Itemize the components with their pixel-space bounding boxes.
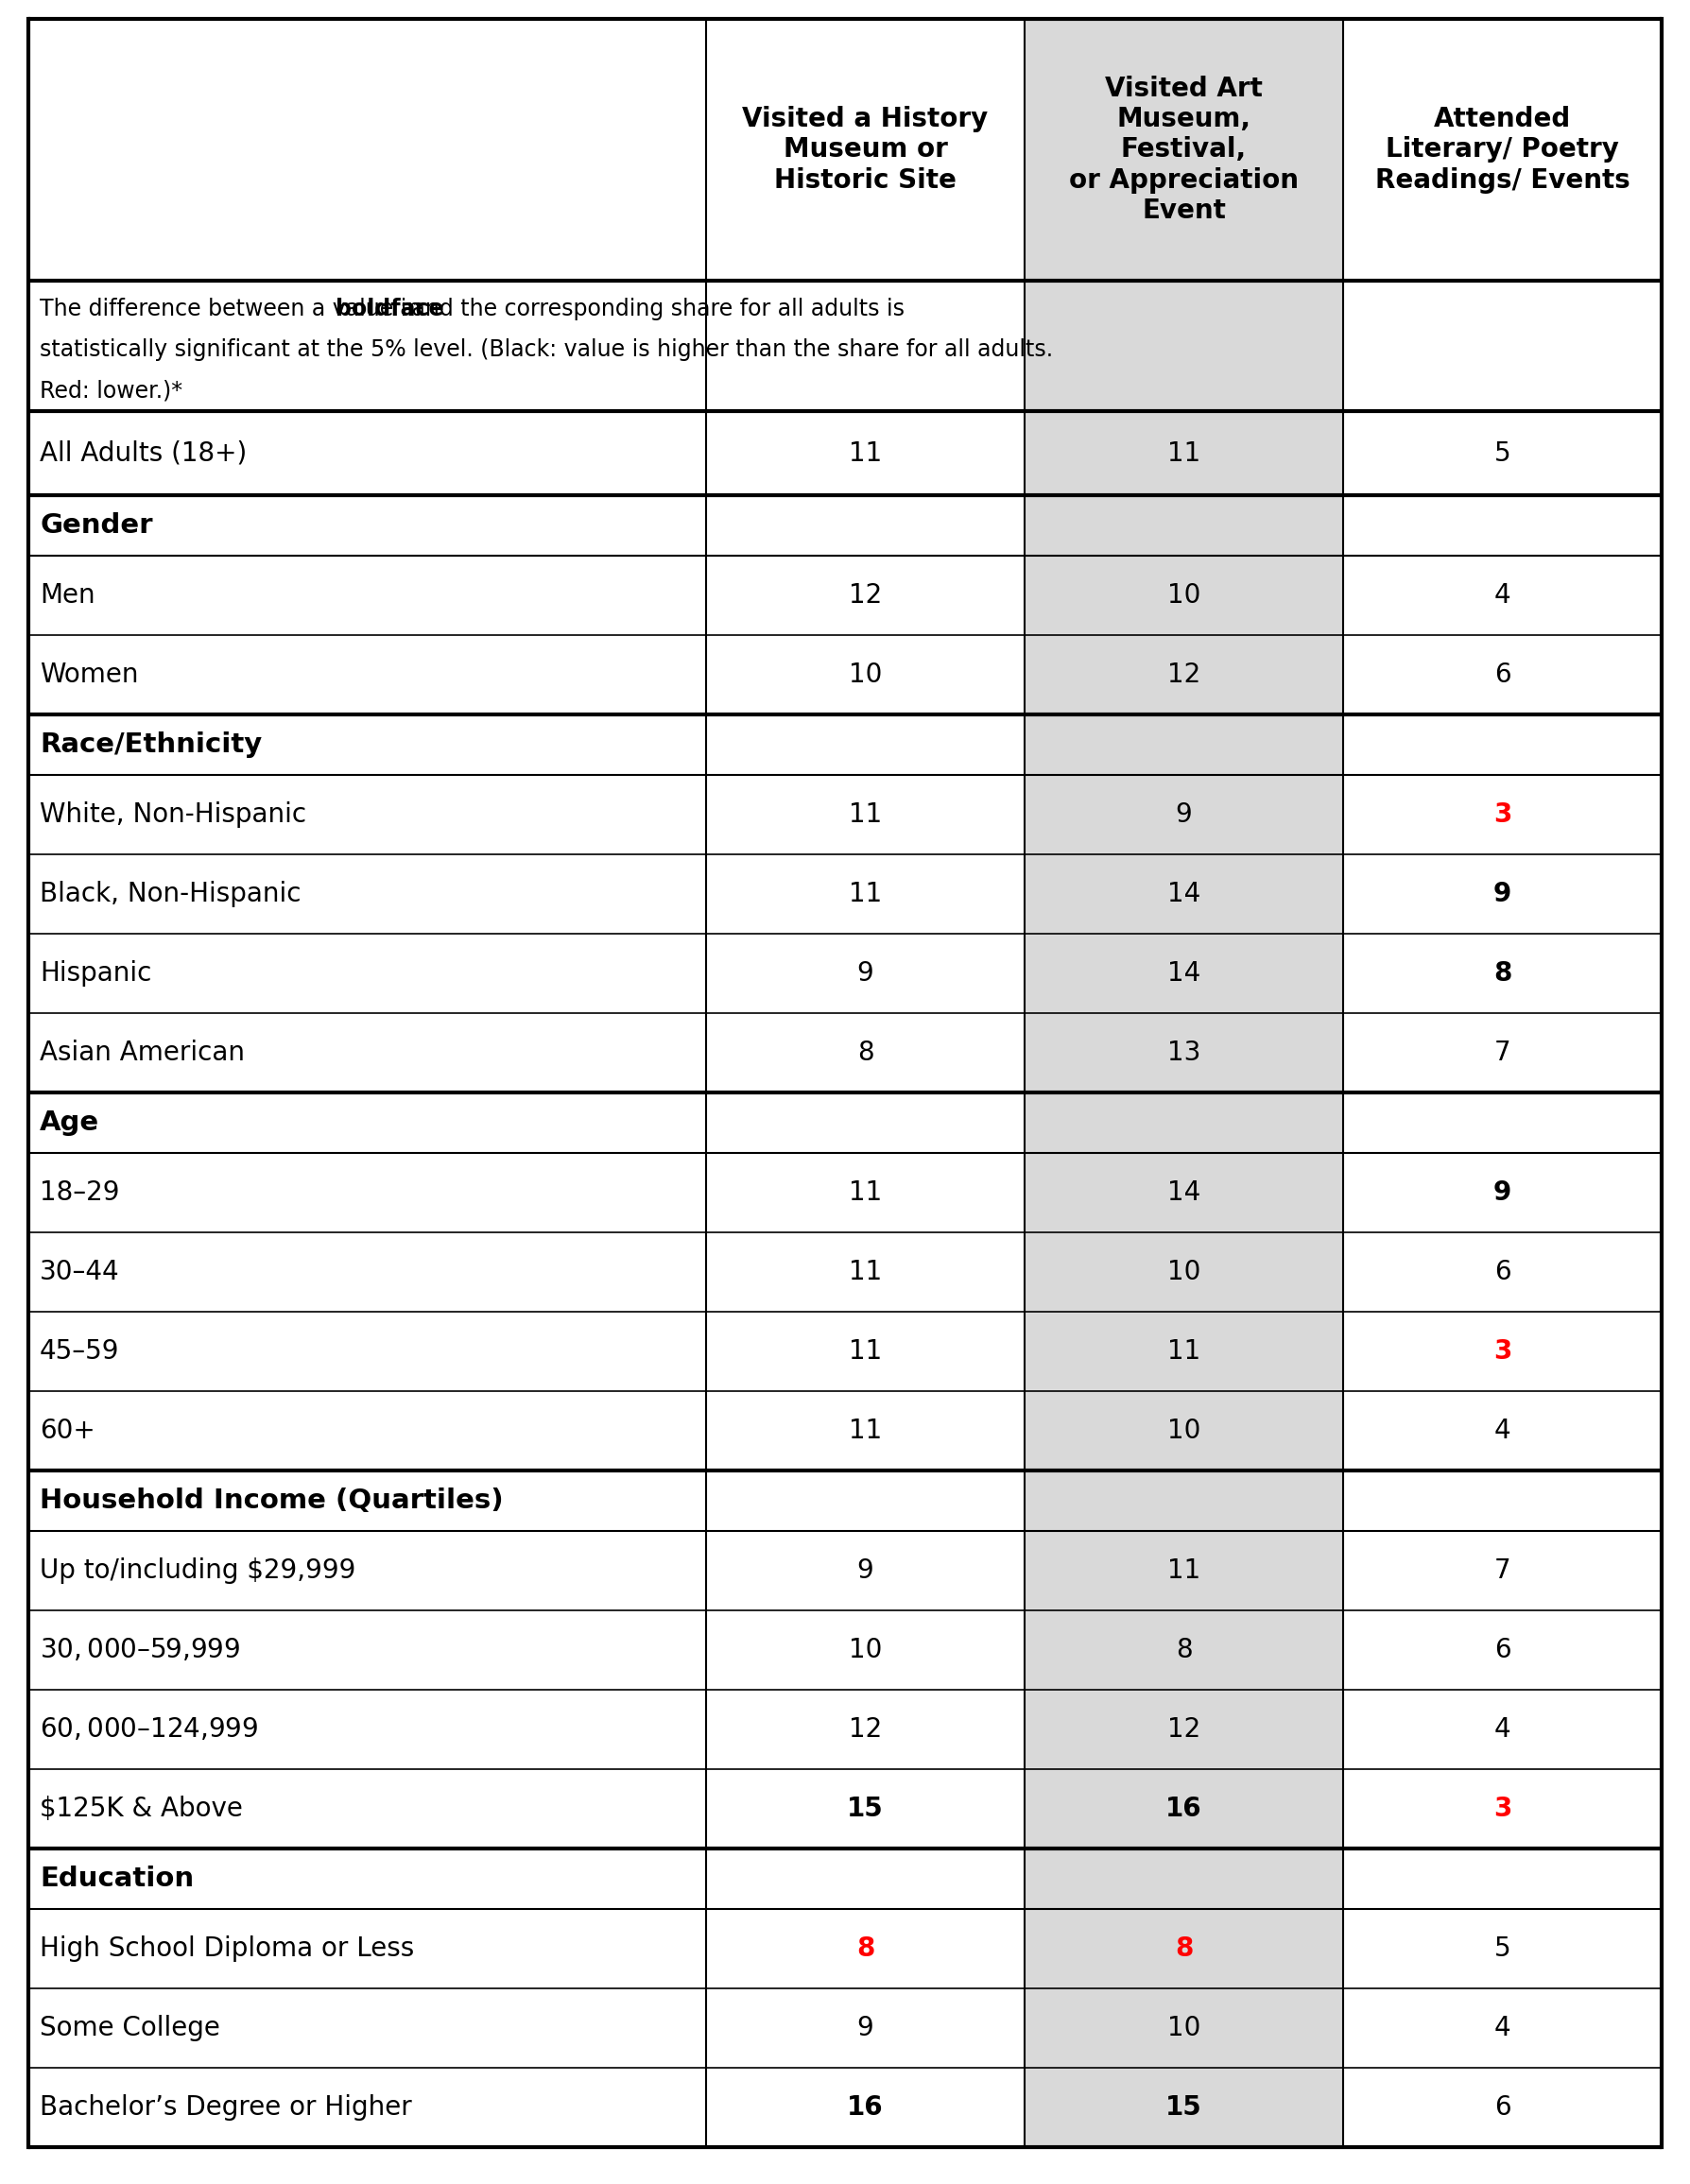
Text: 6: 6 bbox=[1494, 662, 1511, 688]
Text: All Adults (18+): All Adults (18+) bbox=[39, 439, 247, 467]
Text: Visited Art
Museum,
Festival,
or Appreciation
Event: Visited Art Museum, Festival, or Appreci… bbox=[1070, 74, 1298, 225]
Text: Attended
Literary/ Poetry
Readings/ Events: Attended Literary/ Poetry Readings/ Even… bbox=[1376, 107, 1629, 194]
Text: 7: 7 bbox=[1494, 1040, 1511, 1066]
Text: 4: 4 bbox=[1494, 583, 1511, 609]
Text: 10: 10 bbox=[1168, 583, 1200, 609]
Text: 3: 3 bbox=[1494, 1339, 1511, 1365]
Text: $60,000–$124,999: $60,000–$124,999 bbox=[39, 1717, 259, 1743]
Text: 11: 11 bbox=[848, 802, 882, 828]
Text: 15: 15 bbox=[847, 1795, 884, 1821]
Text: Black, Non-Hispanic: Black, Non-Hispanic bbox=[39, 880, 301, 906]
Text: 9: 9 bbox=[1176, 802, 1193, 828]
Text: 11: 11 bbox=[1168, 1339, 1200, 1365]
Text: Age: Age bbox=[39, 1109, 100, 1136]
Text: High School Diploma or Less: High School Diploma or Less bbox=[39, 1935, 414, 1961]
Bar bbox=[1024, 20, 1344, 2147]
Text: Bachelor’s Degree or Higher: Bachelor’s Degree or Higher bbox=[39, 2094, 412, 2121]
Text: 8: 8 bbox=[1175, 1935, 1193, 1961]
Text: Men: Men bbox=[39, 583, 95, 609]
Text: boldface: boldface bbox=[335, 297, 443, 321]
Text: 14: 14 bbox=[1168, 961, 1200, 987]
Text: 30–44: 30–44 bbox=[39, 1258, 120, 1284]
Text: 10: 10 bbox=[848, 662, 882, 688]
Text: 11: 11 bbox=[1168, 1557, 1200, 1583]
Text: and the corresponding share for all adults is: and the corresponding share for all adul… bbox=[406, 297, 904, 321]
Text: The difference between a value in: The difference between a value in bbox=[39, 297, 428, 321]
Text: 7: 7 bbox=[1494, 1557, 1511, 1583]
Text: 45–59: 45–59 bbox=[39, 1339, 120, 1365]
Text: 5: 5 bbox=[1494, 1935, 1511, 1961]
Text: 9: 9 bbox=[857, 1557, 874, 1583]
Text: 11: 11 bbox=[848, 1339, 882, 1365]
Text: 10: 10 bbox=[848, 1636, 882, 1664]
Text: Some College: Some College bbox=[39, 2016, 220, 2042]
Text: statistically significant at the 5% level. (Black: value is higher than the shar: statistically significant at the 5% leve… bbox=[39, 339, 1053, 360]
Text: 4: 4 bbox=[1494, 2016, 1511, 2042]
Text: Red: lower.)*: Red: lower.)* bbox=[39, 380, 183, 402]
Text: 4: 4 bbox=[1494, 1417, 1511, 1444]
Text: 8: 8 bbox=[1494, 961, 1511, 987]
Text: 12: 12 bbox=[848, 1717, 882, 1743]
Text: 12: 12 bbox=[1168, 1717, 1200, 1743]
Text: 16: 16 bbox=[1166, 1795, 1202, 1821]
Text: Household Income (Quartiles): Household Income (Quartiles) bbox=[39, 1487, 504, 1514]
Text: 9: 9 bbox=[1494, 880, 1511, 906]
Text: 11: 11 bbox=[848, 439, 882, 467]
Text: 11: 11 bbox=[848, 1258, 882, 1284]
Text: 11: 11 bbox=[848, 1179, 882, 1206]
Text: 9: 9 bbox=[1494, 1179, 1511, 1206]
Text: 6: 6 bbox=[1494, 2094, 1511, 2121]
Text: Up to/including $29,999: Up to/including $29,999 bbox=[39, 1557, 357, 1583]
Text: 8: 8 bbox=[857, 1935, 874, 1961]
Text: 4: 4 bbox=[1494, 1717, 1511, 1743]
Text: 6: 6 bbox=[1494, 1636, 1511, 1664]
Text: Gender: Gender bbox=[39, 513, 152, 539]
Text: 12: 12 bbox=[1168, 662, 1200, 688]
Text: 9: 9 bbox=[857, 2016, 874, 2042]
Text: 11: 11 bbox=[848, 880, 882, 906]
Text: 16: 16 bbox=[847, 2094, 884, 2121]
Text: 6: 6 bbox=[1494, 1258, 1511, 1284]
Text: 9: 9 bbox=[857, 961, 874, 987]
Text: 8: 8 bbox=[1176, 1636, 1191, 1664]
Text: 14: 14 bbox=[1168, 880, 1200, 906]
Text: 18–29: 18–29 bbox=[39, 1179, 120, 1206]
Text: 10: 10 bbox=[1168, 1417, 1200, 1444]
Text: 11: 11 bbox=[1168, 439, 1200, 467]
Text: 60+: 60+ bbox=[39, 1417, 95, 1444]
Text: Asian American: Asian American bbox=[39, 1040, 245, 1066]
Text: 3: 3 bbox=[1494, 802, 1511, 828]
Text: Hispanic: Hispanic bbox=[39, 961, 152, 987]
Text: 14: 14 bbox=[1168, 1179, 1200, 1206]
Text: White, Non-Hispanic: White, Non-Hispanic bbox=[39, 802, 306, 828]
Text: $125K & Above: $125K & Above bbox=[39, 1795, 243, 1821]
Text: 3: 3 bbox=[1494, 1795, 1511, 1821]
Text: Race/Ethnicity: Race/Ethnicity bbox=[39, 732, 262, 758]
Text: 11: 11 bbox=[848, 1417, 882, 1444]
Text: Education: Education bbox=[39, 1865, 194, 1891]
Text: Visited a History
Museum or
Historic Site: Visited a History Museum or Historic Sit… bbox=[742, 107, 989, 194]
Text: 12: 12 bbox=[848, 583, 882, 609]
Text: $30,000–$59,999: $30,000–$59,999 bbox=[39, 1636, 240, 1664]
Text: 5: 5 bbox=[1494, 439, 1511, 467]
Text: 15: 15 bbox=[1166, 2094, 1202, 2121]
Text: 8: 8 bbox=[857, 1040, 874, 1066]
Text: 10: 10 bbox=[1168, 2016, 1200, 2042]
Text: 13: 13 bbox=[1168, 1040, 1200, 1066]
Text: Women: Women bbox=[39, 662, 139, 688]
Text: 10: 10 bbox=[1168, 1258, 1200, 1284]
